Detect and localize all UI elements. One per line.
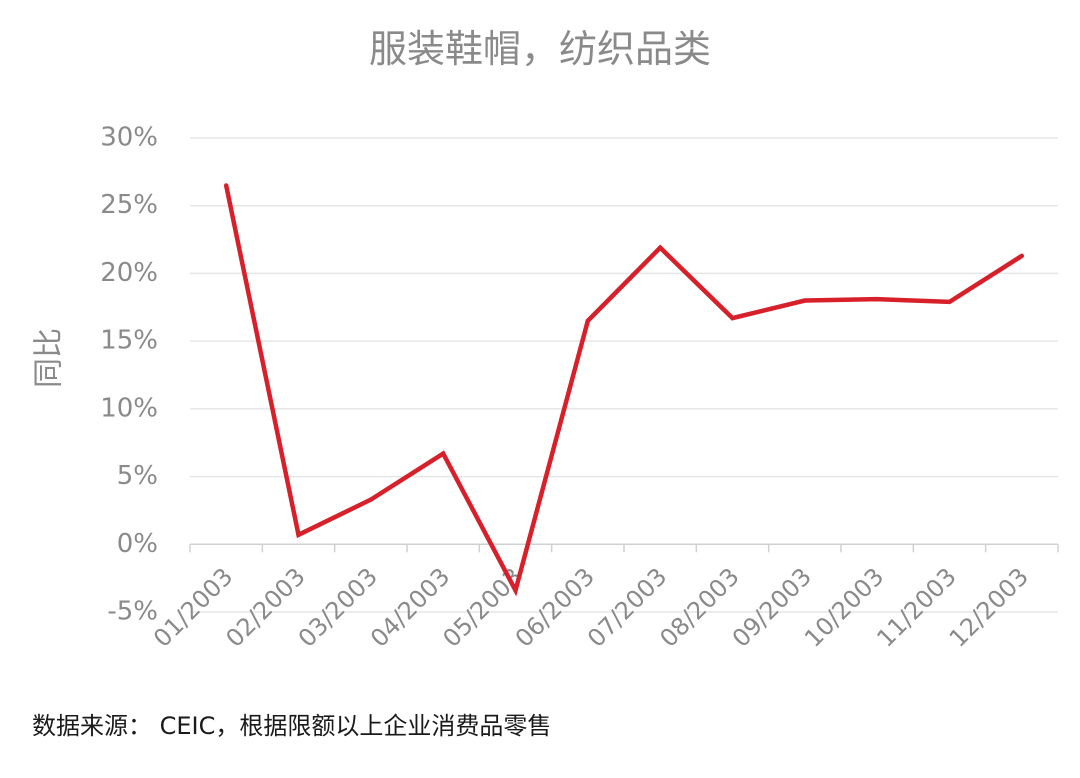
series-line <box>223 184 1024 597</box>
y-tick-label: 25% <box>100 190 158 220</box>
x-tick-label: 08/2003 <box>654 562 744 652</box>
x-tick-label: 01/2003 <box>148 562 238 652</box>
x-tick-label: 05/2003 <box>437 562 527 652</box>
y-tick-labels: -5% 0% 5% 10% 15% 20% 25% 30% <box>100 123 158 627</box>
data-point <box>440 451 446 456</box>
x-tick-label: 12/2003 <box>944 562 1034 652</box>
x-tick-label: 09/2003 <box>727 562 817 652</box>
grid-lines <box>190 137 1058 613</box>
x-tick-label: 04/2003 <box>365 562 455 652</box>
x-tick-label: 02/2003 <box>220 562 310 652</box>
y-tick-label: -5% <box>107 597 158 627</box>
y-tick-label: 20% <box>100 258 158 288</box>
data-point <box>730 315 735 321</box>
data-point <box>874 296 880 302</box>
y-tick-label: 10% <box>100 393 158 423</box>
x-axis <box>189 543 1059 553</box>
y-tick-label: 0% <box>117 529 158 559</box>
source-note: 数据来源： CEIC，根据限额以上企业消费品零售 <box>32 712 552 740</box>
data-point <box>585 318 591 324</box>
data-point <box>657 245 663 250</box>
x-tick-label: 11/2003 <box>871 562 961 652</box>
x-tick-label: 07/2003 <box>582 562 672 652</box>
x-tick-label: 03/2003 <box>293 562 383 652</box>
series-layer <box>223 183 1025 597</box>
x-tick-label: 06/2003 <box>510 562 600 652</box>
y-axis-label: 同比 <box>32 328 67 388</box>
data-point <box>368 497 374 502</box>
y-tick-label: 5% <box>117 461 158 491</box>
x-tick-labels: 01/200302/200303/200304/200305/200306/20… <box>148 562 1034 652</box>
y-tick-label: 30% <box>100 123 158 153</box>
data-point <box>1019 253 1025 259</box>
x-tick-label: 10/2003 <box>799 562 889 652</box>
data-point <box>513 588 518 593</box>
data-point <box>296 532 301 538</box>
y-tick-label: 15% <box>100 326 158 356</box>
chart-title: 服装鞋帽，纺织品类 <box>368 27 711 71</box>
data-point <box>802 298 808 303</box>
data-point <box>947 299 952 305</box>
data-point <box>223 183 229 188</box>
